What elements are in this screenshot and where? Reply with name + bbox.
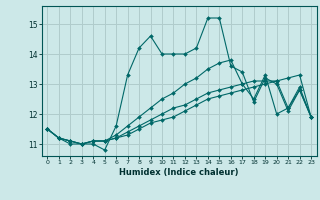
X-axis label: Humidex (Indice chaleur): Humidex (Indice chaleur) xyxy=(119,168,239,177)
